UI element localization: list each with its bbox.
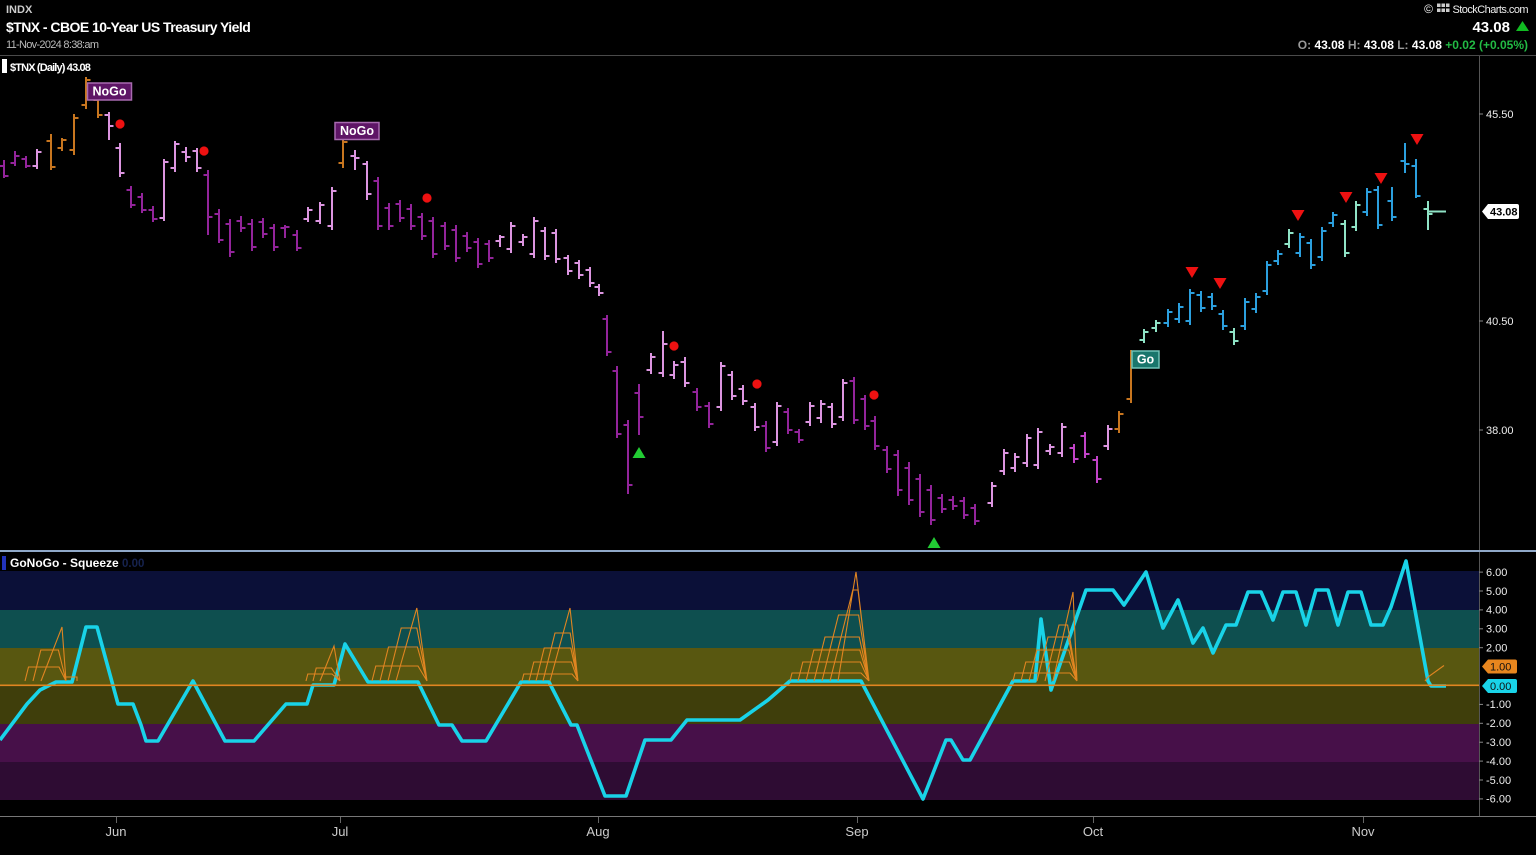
svg-text:©: © bbox=[1424, 2, 1433, 16]
svg-text:2.00: 2.00 bbox=[1486, 643, 1507, 655]
svg-text:6.00: 6.00 bbox=[1486, 567, 1507, 579]
svg-text:-6.00: -6.00 bbox=[1486, 794, 1511, 806]
svg-text:Aug: Aug bbox=[586, 824, 609, 839]
svg-text:40.50: 40.50 bbox=[1486, 316, 1514, 328]
svg-text:-3.00: -3.00 bbox=[1486, 737, 1511, 749]
svg-text:$TNX (Daily) 43.08: $TNX (Daily) 43.08 bbox=[10, 62, 91, 74]
svg-text:GoNoGo - Squeeze: GoNoGo - Squeeze bbox=[10, 556, 119, 570]
svg-text:INDX: INDX bbox=[6, 4, 33, 16]
svg-text:Nov: Nov bbox=[1351, 824, 1375, 839]
svg-text:Sep: Sep bbox=[845, 824, 868, 839]
svg-text:Jul: Jul bbox=[332, 824, 349, 839]
svg-text:45.50: 45.50 bbox=[1486, 109, 1514, 121]
svg-text:-1.00: -1.00 bbox=[1486, 699, 1511, 711]
svg-text:-5.00: -5.00 bbox=[1486, 775, 1511, 787]
svg-text:-2.00: -2.00 bbox=[1486, 718, 1511, 730]
svg-text:43.08: 43.08 bbox=[1490, 207, 1518, 219]
svg-text:38.00: 38.00 bbox=[1486, 425, 1514, 437]
svg-text:43.08: 43.08 bbox=[1472, 19, 1510, 36]
svg-text:Go: Go bbox=[1137, 353, 1155, 367]
svg-text:NoGo: NoGo bbox=[92, 85, 126, 99]
svg-text:11-Nov-2024 8:38:am: 11-Nov-2024 8:38:am bbox=[6, 39, 99, 51]
svg-text:-4.00: -4.00 bbox=[1486, 756, 1511, 768]
svg-text:5.00: 5.00 bbox=[1486, 586, 1507, 598]
svg-text:4.00: 4.00 bbox=[1486, 605, 1507, 617]
svg-text:3.00: 3.00 bbox=[1486, 624, 1507, 636]
svg-text:O: 43.08 H: 43.08 L: 43.08 +: O: 43.08 H: 43.08 L: 43.08 +0.02 (+0.05%… bbox=[1298, 38, 1528, 52]
svg-text:NoGo: NoGo bbox=[340, 124, 374, 138]
svg-text:0.00: 0.00 bbox=[122, 558, 144, 570]
svg-text:Oct: Oct bbox=[1083, 824, 1104, 839]
svg-text:0.00: 0.00 bbox=[1490, 681, 1511, 693]
svg-text:1.00: 1.00 bbox=[1490, 662, 1511, 674]
svg-text:StockCharts.com: StockCharts.com bbox=[1453, 4, 1529, 16]
svg-text:Jun: Jun bbox=[106, 824, 127, 839]
svg-text:$TNX - CBOE 10-Year US Treasur: $TNX - CBOE 10-Year US Treasury Yield bbox=[6, 19, 250, 35]
